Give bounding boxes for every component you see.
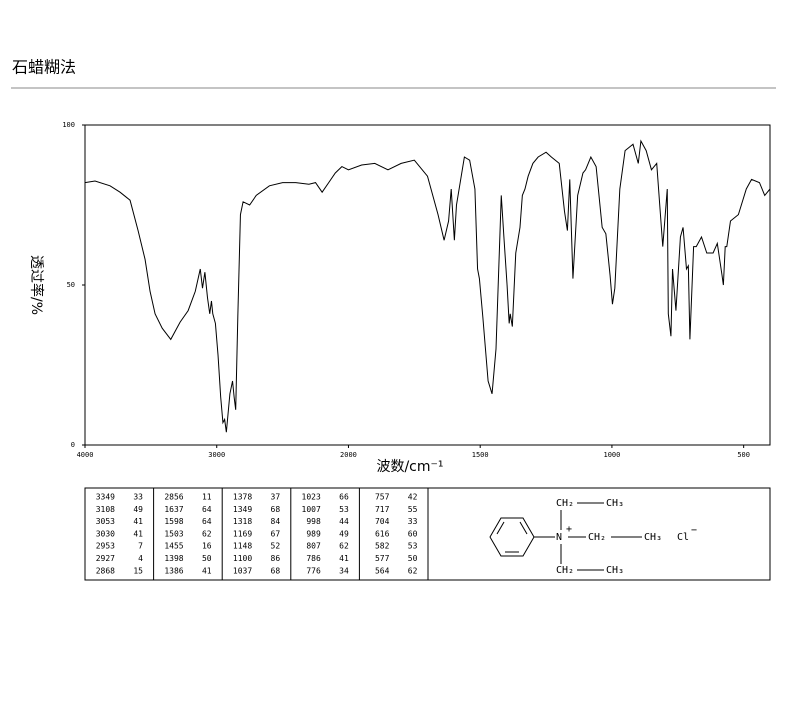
peak-transmittance: 41 — [133, 529, 143, 538]
peak-transmittance: 62 — [339, 542, 349, 551]
peak-wavenumber: 1455 — [164, 542, 183, 551]
peak-transmittance: 50 — [408, 554, 418, 563]
structure-atom: Cl — [677, 532, 689, 543]
peak-wavenumber: 2868 — [96, 566, 115, 575]
peak-transmittance: 33 — [133, 493, 143, 502]
peak-wavenumber: 1386 — [164, 566, 183, 575]
x-axis-label: 波数/cm⁻¹ — [376, 459, 443, 475]
peak-transmittance: 50 — [202, 554, 212, 563]
peak-transmittance: 64 — [202, 517, 212, 526]
peak-wavenumber: 776 — [306, 566, 321, 575]
peak-transmittance: 33 — [408, 517, 418, 526]
peak-wavenumber: 1378 — [233, 493, 252, 502]
peak-wavenumber: 807 — [306, 542, 321, 551]
peak-wavenumber: 1637 — [164, 505, 183, 514]
x-tick-label: 4000 — [77, 451, 94, 459]
peak-transmittance: 66 — [339, 493, 349, 502]
peak-transmittance: 53 — [339, 505, 349, 514]
peak-wavenumber: 1169 — [233, 529, 252, 538]
peak-wavenumber: 616 — [375, 529, 390, 538]
peak-transmittance: 68 — [271, 505, 281, 514]
spectrum-line — [84, 139, 771, 433]
plot-frame — [84, 124, 771, 446]
peak-transmittance: 7 — [138, 542, 143, 551]
peak-transmittance: 15 — [133, 566, 143, 575]
peak-wavenumber: 757 — [375, 493, 390, 502]
peak-wavenumber: 1023 — [302, 493, 321, 502]
peak-transmittance: 4 — [138, 554, 143, 563]
y-tick-label: 100 — [62, 121, 75, 129]
peak-transmittance: 44 — [339, 517, 349, 526]
peak-wavenumber: 577 — [375, 554, 390, 563]
structure-atom: CH₂ — [556, 565, 574, 576]
peak-transmittance: 41 — [339, 554, 349, 563]
peak-wavenumber: 1318 — [233, 517, 252, 526]
peak-wavenumber: 998 — [306, 517, 321, 526]
x-tick-label: 500 — [737, 451, 750, 459]
x-tick-label: 2000 — [340, 451, 357, 459]
peak-wavenumber: 564 — [375, 566, 390, 575]
peak-transmittance: 11 — [202, 493, 212, 502]
peak-wavenumber: 1148 — [233, 542, 252, 551]
peak-wavenumber: 1503 — [164, 529, 183, 538]
peak-transmittance: 52 — [271, 542, 281, 551]
structure-atom: CH₃ — [606, 498, 624, 509]
peak-transmittance: 16 — [202, 542, 212, 551]
peak-wavenumber: 1349 — [233, 505, 252, 514]
peak-transmittance: 62 — [408, 566, 418, 575]
peak-transmittance: 67 — [271, 529, 281, 538]
peak-wavenumber: 582 — [375, 542, 390, 551]
structure-atom: CH₃ — [644, 532, 662, 543]
peak-wavenumber: 1598 — [164, 517, 183, 526]
peak-transmittance: 64 — [202, 505, 212, 514]
peak-wavenumber: 3349 — [96, 493, 115, 502]
y-tick-label: 50 — [67, 281, 75, 289]
peak-wavenumber: 717 — [375, 505, 390, 514]
peak-transmittance: 86 — [271, 554, 281, 563]
peak-transmittance: 37 — [271, 493, 281, 502]
peak-wavenumber: 1398 — [164, 554, 183, 563]
peak-transmittance: 53 — [408, 542, 418, 551]
peak-wavenumber: 1037 — [233, 566, 252, 575]
peak-transmittance: 41 — [133, 517, 143, 526]
peak-transmittance: 55 — [408, 505, 418, 514]
y-axis-label: 透过率/% — [28, 255, 45, 315]
y-tick-label: 0 — [71, 441, 75, 449]
structure-atom: + — [566, 524, 572, 535]
peak-wavenumber: 2856 — [164, 493, 183, 502]
structure-atom: CH₂ — [556, 498, 574, 509]
peak-wavenumber: 3030 — [96, 529, 115, 538]
peak-transmittance: 84 — [271, 517, 281, 526]
peak-transmittance: 62 — [202, 529, 212, 538]
peak-transmittance: 34 — [339, 566, 349, 575]
page-title: 石蜡糊法 — [12, 58, 76, 77]
structure-atom: CH₂ — [588, 532, 606, 543]
peak-wavenumber: 3108 — [96, 505, 115, 514]
peak-transmittance: 60 — [408, 529, 418, 538]
x-tick-label: 1000 — [603, 451, 620, 459]
peak-wavenumber: 1100 — [233, 554, 252, 563]
x-tick-label: 1500 — [472, 451, 489, 459]
peak-transmittance: 49 — [339, 529, 349, 538]
peak-wavenumber: 3053 — [96, 517, 115, 526]
peak-wavenumber: 989 — [306, 529, 321, 538]
peak-transmittance: 49 — [133, 505, 143, 514]
peak-wavenumber: 704 — [375, 517, 390, 526]
peak-wavenumber: 1007 — [302, 505, 321, 514]
peak-transmittance: 68 — [271, 566, 281, 575]
peak-wavenumber: 2953 — [96, 542, 115, 551]
structure-atom: N — [556, 532, 562, 543]
x-tick-label: 3000 — [208, 451, 225, 459]
peak-wavenumber: 786 — [306, 554, 321, 563]
structure-atom: − — [691, 525, 697, 536]
structure-atom: CH₃ — [606, 565, 624, 576]
structure-bonds — [489, 502, 642, 571]
peak-transmittance: 41 — [202, 566, 212, 575]
peak-wavenumber: 2927 — [96, 554, 115, 563]
peak-transmittance: 42 — [408, 493, 418, 502]
